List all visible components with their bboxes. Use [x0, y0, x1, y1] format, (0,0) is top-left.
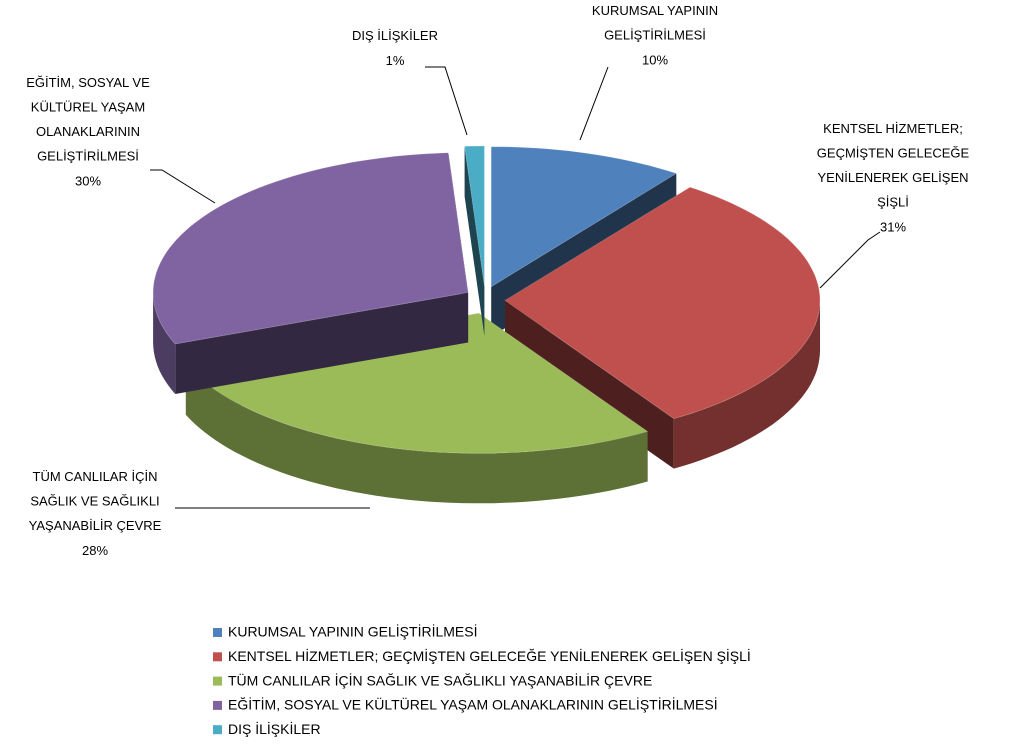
data-label-name: EĞİTİM, SOSYAL VE KÜLTÜREL YAŞAM OLANAKLAR…: [26, 75, 150, 164]
legend-label: KENTSEL HİZMETLER; GEÇMİŞTEN GELECEĞE YE…: [228, 647, 751, 664]
slice: [464, 145, 485, 336]
legend-label: TÜM CANLILAR İÇİN SAĞLIK VE SAĞLIKLI YAŞ…: [228, 671, 652, 688]
leader-line: [579, 66, 609, 141]
data-label-value: 28%: [82, 543, 108, 558]
slice-top: [504, 186, 821, 420]
slice-top: [464, 145, 485, 287]
legend-swatch: [213, 628, 222, 637]
data-label-value: 10%: [642, 52, 668, 67]
slice-wall: [153, 292, 176, 394]
legend-swatch: [213, 652, 222, 662]
slice-top: [152, 152, 469, 345]
legend-swatch: [213, 676, 222, 686]
data-label-name: KURUMSAL YAPININ GELİŞTİRİLMESİ: [592, 3, 718, 43]
legend-swatch: [213, 725, 222, 735]
leader-line: [150, 169, 216, 204]
data-label-value: 1%: [386, 53, 405, 68]
slice: [152, 152, 469, 394]
data-label-name: KENTSEL HİZMETLER; GEÇMİŞTEN GELECEĞE YENİ…: [817, 121, 970, 210]
slice-side: [175, 292, 469, 394]
slice-top: [490, 146, 678, 288]
legend-label: DIŞ İLİŞKİLER: [228, 720, 321, 737]
slice-wall: [185, 364, 648, 504]
leader-line: [425, 66, 468, 136]
slice-side: [464, 146, 485, 336]
slice-wall: [673, 300, 820, 469]
legend-label: EĞİTİM, SOSYAL VE KÜLTÜREL YAŞAM OLANAKL…: [228, 696, 718, 713]
data-label-value: 30%: [75, 173, 101, 188]
legend-swatch: [213, 700, 222, 710]
data-label-name: TÜM CANLILAR İÇİN SAĞLIK VE SAĞLIKLI YAŞAN…: [29, 469, 162, 533]
leader-line: [819, 231, 881, 289]
data-label-value: 31%: [880, 219, 906, 234]
legend-label: KURUMSAL YAPININ GELİŞTİRİLMESİ: [228, 623, 477, 640]
data-label-name: DIŞ İLİŞKİLER: [352, 28, 438, 43]
